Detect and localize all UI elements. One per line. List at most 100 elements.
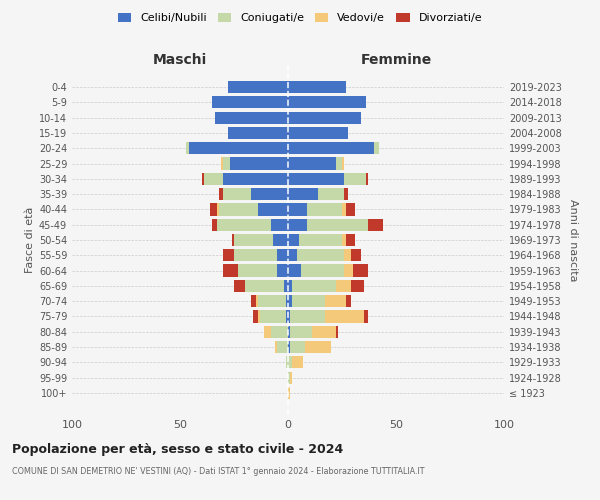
- Bar: [335, 326, 338, 338]
- Bar: [288, 81, 346, 93]
- Bar: [219, 188, 223, 200]
- Bar: [346, 234, 355, 246]
- Bar: [288, 172, 344, 185]
- Bar: [256, 295, 258, 308]
- Bar: [325, 310, 364, 322]
- Bar: [273, 234, 288, 246]
- Bar: [232, 234, 234, 246]
- Bar: [245, 280, 284, 292]
- Bar: [346, 295, 350, 308]
- Bar: [299, 234, 342, 246]
- Bar: [312, 326, 335, 338]
- Legend: Celibi/Nubili, Coniugati/e, Vedovi/e, Divorziati/e: Celibi/Nubili, Coniugati/e, Vedovi/e, Di…: [113, 8, 487, 28]
- Bar: [251, 295, 256, 308]
- Bar: [258, 295, 286, 308]
- Bar: [350, 280, 364, 292]
- Bar: [223, 264, 238, 276]
- Bar: [288, 96, 366, 108]
- Bar: [227, 127, 288, 139]
- Bar: [288, 326, 290, 338]
- Bar: [366, 172, 368, 185]
- Bar: [230, 158, 288, 170]
- Bar: [215, 112, 288, 124]
- Bar: [275, 341, 277, 353]
- Bar: [227, 81, 288, 93]
- Bar: [288, 295, 292, 308]
- Bar: [187, 142, 188, 154]
- Bar: [286, 356, 288, 368]
- Bar: [288, 387, 290, 399]
- Bar: [217, 218, 271, 231]
- Bar: [288, 234, 299, 246]
- Bar: [368, 218, 383, 231]
- Bar: [288, 112, 361, 124]
- Bar: [342, 204, 346, 216]
- Bar: [288, 264, 301, 276]
- Bar: [251, 188, 288, 200]
- Bar: [344, 172, 366, 185]
- Text: COMUNE DI SAN DEMETRIO NE' VESTINI (AQ) - Dati ISTAT 1° gennaio 2024 - Elaborazi: COMUNE DI SAN DEMETRIO NE' VESTINI (AQ) …: [12, 468, 425, 476]
- Bar: [290, 310, 325, 322]
- Bar: [223, 188, 251, 200]
- Bar: [221, 158, 223, 170]
- Y-axis label: Anni di nascita: Anni di nascita: [568, 198, 578, 281]
- Bar: [307, 218, 368, 231]
- Bar: [288, 280, 292, 292]
- Bar: [374, 142, 379, 154]
- Bar: [286, 295, 288, 308]
- Bar: [284, 280, 288, 292]
- Bar: [277, 264, 288, 276]
- Bar: [288, 356, 292, 368]
- Text: Femmine: Femmine: [361, 53, 431, 67]
- Bar: [342, 234, 346, 246]
- Bar: [290, 372, 292, 384]
- Bar: [350, 249, 361, 262]
- Bar: [212, 218, 217, 231]
- Text: Maschi: Maschi: [153, 53, 207, 67]
- Bar: [288, 188, 318, 200]
- Bar: [292, 280, 335, 292]
- Bar: [292, 295, 325, 308]
- Bar: [296, 249, 344, 262]
- Bar: [353, 264, 368, 276]
- Bar: [288, 310, 290, 322]
- Bar: [260, 310, 286, 322]
- Bar: [271, 218, 288, 231]
- Bar: [344, 249, 350, 262]
- Bar: [288, 127, 349, 139]
- Bar: [188, 142, 288, 154]
- Bar: [234, 249, 277, 262]
- Bar: [238, 264, 277, 276]
- Bar: [344, 264, 353, 276]
- Bar: [288, 341, 290, 353]
- Text: Popolazione per età, sesso e stato civile - 2024: Popolazione per età, sesso e stato civil…: [12, 442, 343, 456]
- Bar: [219, 204, 258, 216]
- Bar: [253, 310, 258, 322]
- Bar: [258, 204, 288, 216]
- Bar: [288, 158, 335, 170]
- Bar: [234, 280, 245, 292]
- Bar: [292, 356, 303, 368]
- Bar: [277, 341, 288, 353]
- Bar: [346, 204, 355, 216]
- Bar: [301, 264, 344, 276]
- Bar: [335, 280, 350, 292]
- Bar: [234, 234, 273, 246]
- Bar: [217, 204, 219, 216]
- Bar: [223, 172, 288, 185]
- Bar: [223, 249, 234, 262]
- Bar: [344, 188, 349, 200]
- Bar: [290, 341, 305, 353]
- Bar: [318, 188, 344, 200]
- Bar: [335, 158, 342, 170]
- Bar: [264, 326, 271, 338]
- Bar: [288, 218, 307, 231]
- Bar: [290, 326, 312, 338]
- Bar: [277, 249, 288, 262]
- Y-axis label: Fasce di età: Fasce di età: [25, 207, 35, 273]
- Bar: [288, 142, 374, 154]
- Bar: [212, 96, 288, 108]
- Bar: [258, 310, 260, 322]
- Bar: [204, 172, 223, 185]
- Bar: [307, 204, 342, 216]
